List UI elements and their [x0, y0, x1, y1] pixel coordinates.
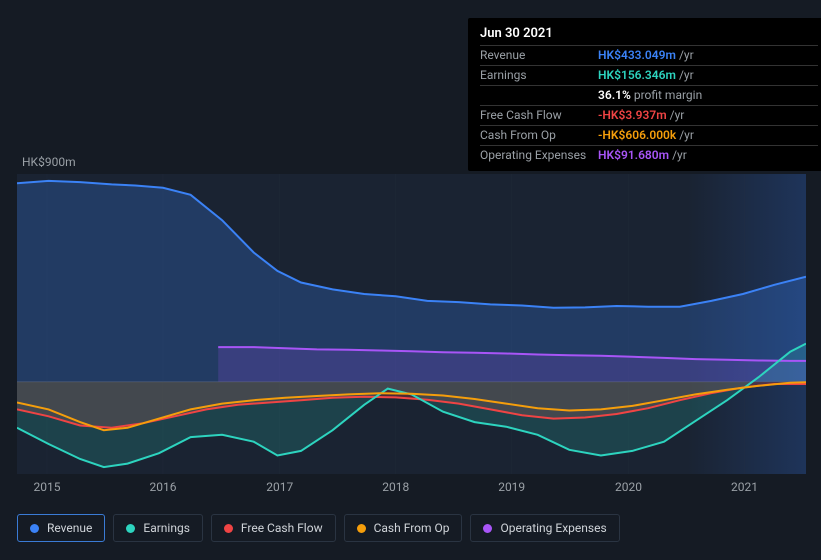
tooltip-row-label: Operating Expenses [480, 148, 598, 163]
legend-swatch [357, 524, 366, 533]
tooltip-row-value: HK$156.346m/yr [598, 68, 694, 83]
x-tick-label: 2019 [498, 480, 525, 494]
tooltip-row: Free Cash Flow-HK$3.937m/yr [480, 105, 818, 125]
tooltip-row: 36.1%profit margin [480, 85, 818, 105]
tooltip-row-value: 36.1%profit margin [598, 88, 702, 103]
legend-label: Free Cash Flow [241, 521, 323, 535]
y-tick-label: HK$900m [22, 155, 76, 169]
tooltip-row-value: -HK$606.000k/yr [598, 128, 694, 143]
legend-label: Cash From Op [374, 521, 450, 535]
x-tick-label: 2021 [731, 480, 758, 494]
legend-label: Operating Expenses [500, 521, 606, 535]
x-tick-label: 2018 [382, 480, 409, 494]
tooltip-row-label [480, 88, 598, 103]
legend-item-fcf[interactable]: Free Cash Flow [211, 514, 336, 542]
x-tick-label: 2015 [33, 480, 60, 494]
legend-swatch [224, 524, 233, 533]
tooltip-date: Jun 30 2021 [480, 26, 818, 41]
tooltip-row-label: Earnings [480, 68, 598, 83]
legend-item-cfo[interactable]: Cash From Op [344, 514, 463, 542]
tooltip-rows: RevenueHK$433.049m/yrEarningsHK$156.346m… [480, 45, 818, 165]
x-tick-label: 2016 [149, 480, 176, 494]
legend-item-opex[interactable]: Operating Expenses [470, 514, 619, 542]
tooltip-row: Cash From Op-HK$606.000k/yr [480, 125, 818, 145]
chart-tooltip: Jun 30 2021 RevenueHK$433.049m/yrEarning… [468, 18, 821, 171]
legend-item-revenue[interactable]: Revenue [17, 514, 105, 542]
financials-chart-widget: Jun 30 2021 RevenueHK$433.049m/yrEarning… [0, 0, 821, 560]
tooltip-row-label: Revenue [480, 48, 598, 63]
x-tick-label: 2017 [266, 480, 293, 494]
chart-legend: Revenue Earnings Free Cash Flow Cash From O… [17, 514, 620, 542]
legend-swatch [30, 524, 39, 533]
legend-label: Earnings [143, 521, 190, 535]
legend-label: Revenue [47, 521, 92, 535]
chart-plot[interactable] [17, 174, 806, 474]
tooltip-row-label: Cash From Op [480, 128, 598, 143]
tooltip-row: EarningsHK$156.346m/yr [480, 65, 818, 85]
tooltip-row: Operating ExpensesHK$91.680m/yr [480, 145, 818, 165]
legend-swatch [483, 524, 492, 533]
tooltip-row-value: HK$91.680m/yr [598, 148, 687, 163]
tooltip-row: RevenueHK$433.049m/yr [480, 45, 818, 65]
tooltip-row-value: HK$433.049m/yr [598, 48, 694, 63]
tooltip-row-value: -HK$3.937m/yr [598, 108, 684, 123]
tooltip-row-label: Free Cash Flow [480, 108, 598, 123]
legend-item-earnings[interactable]: Earnings [113, 514, 203, 542]
legend-swatch [126, 524, 135, 533]
x-tick-label: 2020 [615, 480, 642, 494]
